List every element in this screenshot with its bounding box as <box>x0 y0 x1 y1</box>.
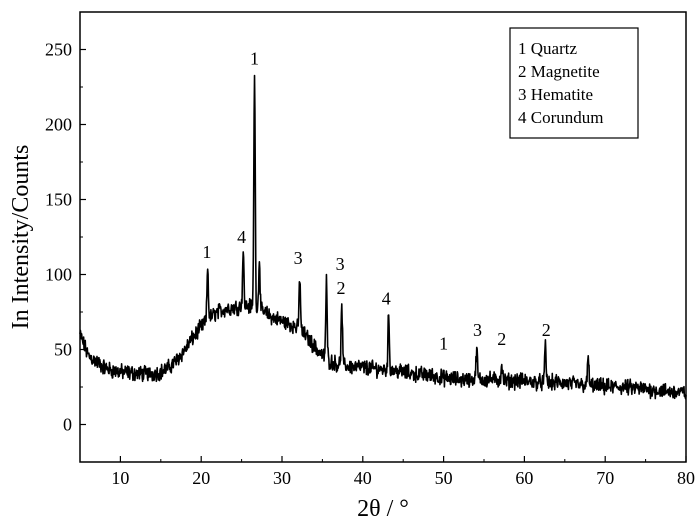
legend-entry-magnetite: 2 Magnetite <box>518 62 600 81</box>
legend: 1 Quartz 2 Magnetite 3 Hematite 4 Corund… <box>509 27 639 139</box>
diffraction-trace <box>79 74 687 400</box>
y-tick-label: 100 <box>45 265 72 285</box>
legend-entry-corundum: 4 Corundum <box>518 108 603 127</box>
peak-label: 4 <box>237 227 246 247</box>
x-tick-label: 60 <box>515 468 533 488</box>
peak-label: 1 <box>202 242 211 262</box>
peak-label: 2 <box>336 278 345 298</box>
diffraction-pattern <box>79 74 687 400</box>
y-tick-label: 200 <box>45 115 72 135</box>
x-axis-ticks: 10 20 30 40 50 60 70 80 <box>79 456 695 488</box>
peak-label: 1 <box>439 334 448 354</box>
peak-label: 4 <box>382 289 391 309</box>
peak-label: 3 <box>473 320 482 340</box>
legend-entry-quartz: 1 Quartz <box>518 39 577 58</box>
x-tick-label: 10 <box>111 468 129 488</box>
x-tick-label: 80 <box>677 468 695 488</box>
peak-label: 2 <box>542 320 551 340</box>
y-axis-title: In Intensity/Counts <box>8 145 34 330</box>
legend-entry-hematite: 3 Hematite <box>518 85 593 104</box>
peak-label: 3 <box>336 254 345 274</box>
peak-label: 2 <box>497 329 506 349</box>
x-tick-label: 70 <box>596 468 614 488</box>
y-tick-label: 50 <box>54 340 72 360</box>
x-tick-label: 40 <box>354 468 372 488</box>
y-tick-label: 0 <box>63 415 72 435</box>
legend-box <box>509 27 639 139</box>
x-tick-label: 20 <box>192 468 210 488</box>
y-tick-label: 150 <box>45 190 72 210</box>
y-tick-label: 250 <box>45 40 72 60</box>
x-tick-label: 50 <box>435 468 453 488</box>
x-tick-label: 30 <box>273 468 291 488</box>
peak-label: 3 <box>294 248 303 268</box>
peak-label: 1 <box>250 49 259 69</box>
y-axis-ticks: 0 50 100 150 200 250 <box>45 11 86 463</box>
x-axis-title: 2θ / ° <box>357 496 409 522</box>
